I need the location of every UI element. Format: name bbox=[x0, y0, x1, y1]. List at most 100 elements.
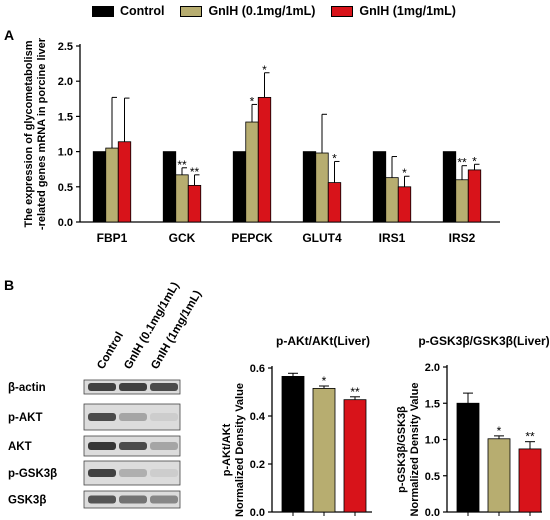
blot-band bbox=[150, 413, 178, 421]
bar bbox=[327, 182, 342, 223]
bar bbox=[232, 151, 247, 223]
legend-swatch-gnih-low bbox=[180, 5, 203, 17]
y-tick-label: 1.0 bbox=[58, 147, 73, 159]
bar bbox=[455, 179, 469, 223]
legend-label-gnih-high: GnIH (1mg/1mL) bbox=[359, 4, 456, 18]
blot-band bbox=[150, 383, 178, 391]
blot-band bbox=[88, 413, 116, 421]
band-label: GSK3β bbox=[8, 495, 46, 507]
blot-band bbox=[88, 383, 116, 391]
significance-mark: ** bbox=[525, 430, 535, 444]
bar bbox=[175, 174, 189, 223]
bar bbox=[162, 151, 177, 223]
legend-label-control: Control bbox=[120, 4, 165, 18]
y-tick-label: 2.0 bbox=[425, 362, 440, 374]
bar bbox=[456, 402, 480, 513]
blot-band bbox=[150, 495, 178, 504]
significance-mark: * bbox=[322, 374, 327, 388]
band-label: p-GSK3β bbox=[8, 468, 57, 480]
significance-mark: * bbox=[332, 151, 337, 165]
y-tick-label: 0.4 bbox=[250, 411, 266, 423]
significance-mark: ** bbox=[457, 156, 467, 170]
chart-gene-expression: 0.0 0.5 1.0 1.5 2.0 2.5 The expression of glyc… bbox=[23, 37, 500, 245]
significance-mark: * bbox=[402, 166, 407, 180]
lane-label: GnIH (1mg/1mL) bbox=[149, 288, 204, 371]
bar bbox=[467, 169, 482, 223]
legend-item-gnih-low: GnIH (0.1mg/1mL) bbox=[180, 4, 315, 18]
bar bbox=[343, 399, 367, 513]
bar bbox=[92, 151, 107, 223]
x-tick-label: GCK bbox=[169, 231, 196, 245]
blot-band bbox=[88, 442, 116, 450]
significance-mark: * bbox=[262, 63, 267, 77]
bar bbox=[372, 151, 387, 223]
y-tick-label: 0.0 bbox=[250, 507, 265, 519]
chart-title: p-GSK3β/GSK3β(Liver) bbox=[418, 334, 549, 348]
x-tick-label: GLUT4 bbox=[302, 231, 342, 245]
y-tick-label: 0.2 bbox=[250, 459, 265, 471]
bar bbox=[397, 186, 412, 223]
chart-p-gsk3b: p-GSK3β/GSK3β(Liver) 0.0 0.5 1.0 1.5 2.0 p-GSK… bbox=[396, 334, 550, 519]
x-tick-label: FBP1 bbox=[97, 231, 128, 245]
significance-mark: * bbox=[472, 154, 477, 168]
blot-band bbox=[119, 469, 147, 477]
y-tick-label: 0.0 bbox=[425, 507, 440, 519]
blot-band bbox=[119, 495, 147, 504]
chart-p-akt: p-AKt/AKt(Liver) 0.0 0.2 0.4 0.6 p-AKt/AKtNor… bbox=[221, 334, 372, 519]
band-label: p-AKT bbox=[8, 412, 43, 424]
significance-mark: * bbox=[497, 424, 502, 438]
y-axis-title: p-AKt/AKtNormalized Density Value bbox=[221, 383, 246, 517]
blot-band bbox=[119, 413, 147, 421]
x-tick-label: IRS1 bbox=[379, 231, 406, 245]
bar bbox=[257, 96, 272, 223]
bar bbox=[312, 387, 336, 513]
blot-band bbox=[150, 442, 178, 450]
x-tick-label: PEPCK bbox=[231, 231, 273, 245]
band-label: β-actin bbox=[8, 382, 46, 394]
bar bbox=[518, 448, 542, 513]
blot-band bbox=[150, 469, 178, 477]
significance-mark: ** bbox=[350, 385, 360, 399]
bar bbox=[105, 147, 119, 223]
legend-swatch-control bbox=[92, 5, 114, 17]
blot-band bbox=[88, 469, 116, 477]
significance-mark: ** bbox=[190, 165, 200, 179]
legend: Control GnIH (0.1mg/1mL) GnIH (1mg/1mL) bbox=[92, 4, 456, 18]
bar bbox=[315, 152, 329, 223]
significance-mark: ** bbox=[177, 158, 187, 172]
bar bbox=[187, 184, 202, 223]
y-tick-label: 1.5 bbox=[425, 398, 440, 410]
y-tick-label: 1.5 bbox=[58, 111, 73, 123]
y-tick-label: 0.6 bbox=[250, 363, 265, 375]
bar bbox=[442, 151, 457, 223]
bar bbox=[245, 121, 259, 223]
chart-title: p-AKt/AKt(Liver) bbox=[276, 334, 370, 348]
y-axis-title: p-GSK3β/GSK3βNormalized Density Value bbox=[396, 383, 421, 517]
panel-b-label: B bbox=[4, 277, 14, 293]
bar bbox=[117, 141, 132, 223]
blot-band bbox=[119, 383, 147, 391]
panel-a-label: A bbox=[4, 27, 14, 43]
y-tick-label: 1.0 bbox=[425, 435, 440, 447]
y-axis-title: The expression of glycometabolism-relate… bbox=[23, 37, 48, 230]
y-tick-label: 2.0 bbox=[58, 76, 73, 88]
blot-band bbox=[119, 442, 147, 450]
y-tick-label: 0.5 bbox=[425, 471, 440, 483]
y-tick-label: 2.5 bbox=[58, 41, 73, 53]
legend-swatch-gnih-high bbox=[331, 5, 354, 17]
legend-label-gnih-low: GnIH (0.1mg/1mL) bbox=[208, 4, 316, 18]
bar bbox=[385, 177, 399, 223]
legend-item-gnih-high: GnIH (1mg/1mL) bbox=[331, 4, 456, 18]
bar bbox=[281, 375, 305, 513]
x-tick-label: IRS2 bbox=[449, 231, 476, 245]
legend-item-control: Control bbox=[92, 4, 164, 18]
bar bbox=[487, 438, 511, 513]
significance-mark: * bbox=[250, 94, 255, 108]
blot-band bbox=[88, 495, 116, 504]
bar bbox=[302, 151, 317, 223]
y-tick-label: 0.5 bbox=[58, 182, 73, 194]
y-tick-label: 0.0 bbox=[58, 217, 73, 229]
band-label: AKT bbox=[8, 441, 32, 453]
